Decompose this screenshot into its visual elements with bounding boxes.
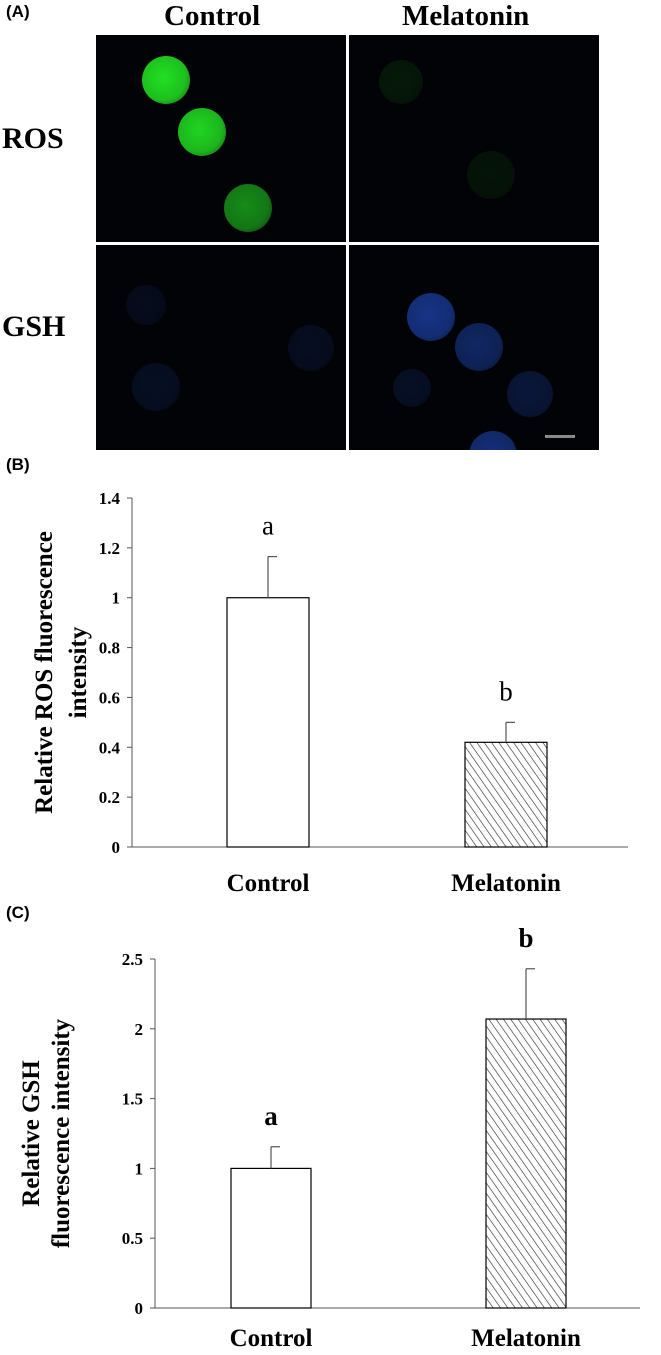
ros-bar-chart: 0 0.2 0.4 0.6 0.8 1 1.2 1.4 Relative ROS fluores…: [31, 489, 628, 897]
oocyte-cell: [132, 363, 180, 411]
oocyte-cell: [407, 293, 455, 341]
y-tick-label: 0: [135, 1299, 144, 1318]
oocyte-cell: [224, 184, 272, 232]
scale-bar: [545, 435, 575, 438]
oocyte-cell: [393, 369, 431, 407]
oocyte-cell: [288, 325, 334, 371]
oocyte-cell: [455, 323, 503, 371]
significance-letter: a: [264, 1101, 278, 1131]
y-axis-label: fluorescence intensity: [48, 1018, 75, 1248]
micrograph-gsh-control: [96, 245, 346, 450]
micrograph-ros-control: [96, 35, 346, 242]
y-axis-label: Relative GSH: [18, 1060, 45, 1207]
y-tick-label: 1.2: [99, 539, 120, 558]
significance-letter: b: [518, 923, 533, 953]
bar-control: [230, 1167, 312, 1309]
significance-letter: a: [262, 511, 274, 541]
y-tick-label: 0: [112, 838, 121, 857]
oocyte-cell: [467, 151, 515, 199]
y-tick-label: 0.4: [99, 738, 121, 757]
y-tick-label: 0.2: [99, 788, 120, 807]
panel-label-a: (A): [6, 2, 30, 21]
oocyte-cell: [142, 56, 190, 104]
x-tick-label: Melatonin: [451, 870, 561, 897]
y-tick-label: 1.5: [122, 1090, 143, 1109]
y-axis-label: Relative ROS fluorescence: [31, 531, 58, 814]
y-tick-label: 0.5: [122, 1229, 143, 1248]
significance-letter: b: [499, 676, 513, 706]
column-label-melatonin: Melatonin: [402, 0, 530, 32]
y-tick-label: 2.5: [122, 950, 143, 969]
oocyte-cell: [126, 285, 166, 325]
oocyte-cell: [507, 371, 553, 417]
y-tick-label: 2: [135, 1020, 144, 1039]
bar-melatonin: [485, 1018, 567, 1309]
column-label-control: Control: [164, 0, 261, 32]
micrograph-gsh-melatonin: [349, 245, 599, 450]
y-tick-label: 1: [112, 589, 121, 608]
y-axis-label: intensity: [65, 626, 92, 718]
row-label-gsh: GSH: [2, 310, 66, 343]
oocyte-cell: [469, 431, 517, 450]
oocyte-cell: [178, 108, 226, 156]
x-tick-label: Melatonin: [471, 1325, 581, 1352]
y-tick-label: 0.8: [99, 639, 120, 658]
panel-label-b: (B): [6, 455, 30, 474]
y-tick-label: 0.6: [99, 688, 120, 707]
bar-melatonin: [464, 741, 548, 848]
bar-control: [226, 597, 310, 848]
micrograph-ros-melatonin: [349, 35, 599, 242]
x-tick-label: Control: [230, 1325, 313, 1352]
fluorescence-micrograph-grid: [96, 35, 599, 450]
y-tick-label: 1.4: [99, 489, 121, 508]
panel-label-c: (C): [6, 903, 30, 922]
y-tick-label: 1: [135, 1159, 144, 1178]
x-tick-label: Control: [227, 870, 310, 897]
row-label-ros: ROS: [2, 122, 64, 155]
gsh-bar-chart: 0 0.5 1 1.5 2 2.5 Relative GSH fluorescence int…: [18, 923, 640, 1352]
oocyte-cell: [379, 60, 423, 104]
